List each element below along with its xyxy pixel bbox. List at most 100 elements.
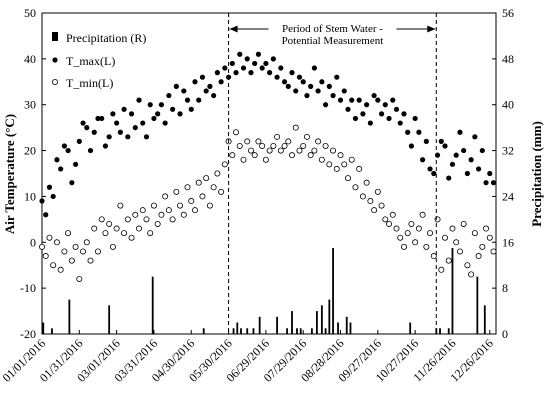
tmax-point <box>270 56 276 62</box>
tmin-point <box>177 202 184 209</box>
tmax-point <box>72 161 79 167</box>
precipitation-bar <box>332 248 334 334</box>
tmin-point <box>311 147 318 154</box>
precipitation-bar <box>51 328 53 334</box>
tmax-point <box>248 70 254 76</box>
tmax-point <box>91 129 97 135</box>
tmin-point <box>330 147 337 154</box>
precipitation-bar <box>286 328 288 334</box>
tmin-point <box>106 220 113 227</box>
tmin-point <box>136 225 143 232</box>
tmax-point <box>281 79 288 85</box>
tmax-point <box>278 65 284 71</box>
tmax-point <box>140 120 146 126</box>
precipitation-bar <box>447 328 450 334</box>
tmax-point <box>267 70 273 76</box>
tmax-point <box>483 180 489 186</box>
tmax-point <box>487 170 493 177</box>
tmax-point <box>285 83 291 89</box>
tmax-point <box>207 83 213 89</box>
precipitation-bar <box>276 316 278 334</box>
tmin-point <box>42 253 49 260</box>
tmax-point <box>352 115 359 122</box>
tmax-point <box>431 170 437 177</box>
tmax-point <box>319 79 325 85</box>
tmin-point <box>453 239 460 246</box>
tmin-point <box>158 211 165 218</box>
tmax-point <box>162 120 168 126</box>
tmin-point <box>412 239 419 246</box>
tmax-point <box>397 120 403 126</box>
tmin-point <box>229 152 236 159</box>
tmin-point <box>165 207 172 214</box>
tmax-point <box>326 83 332 89</box>
precipitation-bar <box>232 328 235 334</box>
tmax-point <box>315 88 321 94</box>
tmin-point <box>255 138 262 145</box>
tmin-point <box>113 225 120 232</box>
tmin-point <box>61 248 68 255</box>
tmax-point <box>311 65 317 71</box>
tmin-point <box>404 230 411 237</box>
tmin-point <box>68 257 75 264</box>
period-label-background <box>268 22 397 34</box>
precipitation-bar <box>315 311 318 334</box>
tmax-point <box>173 83 179 89</box>
precipitation-bar <box>451 248 454 334</box>
tmax-point <box>446 175 452 181</box>
tmin-point <box>244 138 251 145</box>
tmin-point <box>162 193 169 200</box>
tmax-point <box>237 51 243 57</box>
tmax-point <box>196 97 202 103</box>
tmax-point <box>364 102 370 108</box>
period-arrow-head-right <box>427 25 436 33</box>
tmin-point <box>266 147 273 154</box>
precipitation-bar <box>42 322 45 334</box>
tmin-point <box>277 147 284 154</box>
left-tick-label: 40 <box>24 52 36 66</box>
left-tick-label: -10 <box>20 281 36 295</box>
tmax-point <box>490 180 497 186</box>
tmin-point <box>39 243 46 250</box>
tmax-point <box>293 88 299 94</box>
tmax-point <box>54 157 60 163</box>
tmin-point <box>147 230 154 237</box>
tmax-point <box>296 74 303 80</box>
tmax-point <box>128 111 135 117</box>
right-tick-label: 0 <box>502 327 508 341</box>
precipitation-bar <box>345 316 348 334</box>
tmin-point <box>359 193 366 200</box>
left-tick-label: -20 <box>20 327 36 341</box>
legend: Precipitation (R) T_max(L) T_min(L) <box>52 31 146 90</box>
tmax-point <box>192 79 198 85</box>
tmin-point <box>427 230 434 237</box>
x-axis-ticks: 01/01/201601/31/201603/01/201603/31/2016… <box>0 330 496 385</box>
tmin-point <box>419 211 426 218</box>
tmax-point <box>386 115 392 122</box>
precipitation-series <box>42 248 486 334</box>
tmax-point <box>457 129 463 135</box>
tmax-point <box>464 170 470 177</box>
tmax-point <box>274 74 280 80</box>
tmax-point <box>416 129 422 135</box>
tmax-point <box>360 111 366 117</box>
left-axis-ticks: -20 -10 0 10 20 30 40 50 <box>20 6 46 341</box>
measurement-period-annotation: Period of Stem Water - Potential Measure… <box>228 13 437 334</box>
tmax-point <box>102 143 109 149</box>
tmax-point <box>39 198 45 204</box>
tmin-point <box>374 188 381 195</box>
tmax-point <box>170 106 176 112</box>
period-arrow-head-left <box>229 25 238 33</box>
tmax-point <box>80 120 86 126</box>
tmax-point <box>475 166 482 172</box>
tmin-point <box>400 243 407 250</box>
tmin-point <box>386 220 393 227</box>
tmin-point <box>57 266 64 273</box>
tmin-point <box>423 243 430 250</box>
right-axis-title: Precipitation (mm) <box>529 121 544 227</box>
left-tick-label: 30 <box>24 98 36 112</box>
tmax-point <box>106 134 112 140</box>
tmax-point <box>61 143 67 149</box>
tmin-point <box>203 175 210 182</box>
tmax-point <box>84 125 90 131</box>
